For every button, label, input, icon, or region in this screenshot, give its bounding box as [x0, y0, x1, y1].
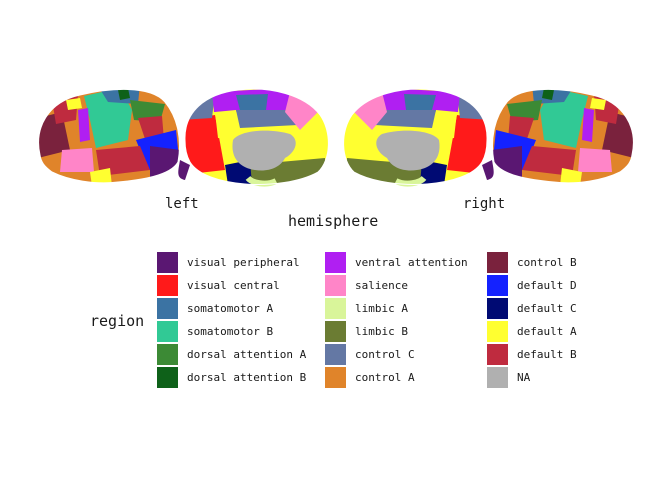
legend-item: default C [487, 297, 577, 320]
legend-swatch [157, 321, 178, 342]
hemisphere-label-right: right [463, 196, 506, 212]
legend-item: dorsal attention A [157, 343, 306, 366]
legend-item: salience [325, 274, 468, 297]
legend-item: NA [487, 366, 577, 389]
legend-item: visual peripheral [157, 251, 306, 274]
legend-label: visual central [187, 279, 280, 292]
legend-label: control A [355, 371, 415, 384]
legend-swatch [325, 275, 346, 296]
legend-label: control B [517, 256, 577, 269]
legend-item: dorsal attention B [157, 366, 306, 389]
legend-swatch [487, 344, 508, 365]
legend-label: default C [517, 302, 577, 315]
legend-swatch [157, 367, 178, 388]
legend-swatch [487, 367, 508, 388]
axis-title: hemisphere [288, 212, 379, 230]
brain-left-medial [178, 88, 329, 187]
legend-swatch [325, 344, 346, 365]
legend-item: default A [487, 320, 577, 343]
legend-swatch [325, 321, 346, 342]
legend-swatch [157, 252, 178, 273]
legend-column: ventral attention salience limbic A limbic … [325, 251, 468, 389]
legend-label: dorsal attention A [187, 348, 307, 361]
legend-item: somatomotor A [157, 297, 306, 320]
legend-label: default D [517, 279, 577, 292]
legend-swatch [157, 298, 178, 319]
legend-label: ventral attention [355, 256, 468, 269]
legend-label: default A [517, 325, 577, 338]
legend-item: limbic B [325, 320, 468, 343]
legend-swatch [487, 321, 508, 342]
legend-item: control C [325, 343, 468, 366]
legend-label: salience [355, 279, 408, 292]
legend-item: default D [487, 274, 577, 297]
legend-label: somatomotor A [187, 302, 274, 315]
hemisphere-label-left: left [165, 196, 199, 212]
legend-item: default B [487, 343, 577, 366]
legend-item: visual central [157, 274, 306, 297]
legend-label: visual peripheral [187, 256, 300, 269]
legend-title: region [90, 312, 145, 330]
legend-swatch [157, 275, 178, 296]
legend-item: limbic A [325, 297, 468, 320]
legend-swatch [487, 298, 508, 319]
legend-swatch [325, 252, 346, 273]
legend-label: dorsal attention B [187, 371, 307, 384]
legend-swatch [157, 344, 178, 365]
brain-left-lateral [38, 89, 180, 184]
legend-item: ventral attention [325, 251, 468, 274]
legend-swatch [487, 252, 508, 273]
legend-swatch [325, 367, 346, 388]
brain-right-medial [343, 88, 494, 187]
legend-item: control B [487, 251, 577, 274]
legend-label: somatomotor B [187, 325, 274, 338]
legend-item: control A [325, 366, 468, 389]
legend-label: limbic A [355, 302, 408, 315]
legend-label: default B [517, 348, 577, 361]
legend-swatch [325, 298, 346, 319]
legend-label: limbic B [355, 325, 408, 338]
legend-column: control B default D default C default A defa… [487, 251, 577, 389]
brain-right-lateral [492, 89, 634, 184]
legend-column: visual peripheral visual central somatomot… [157, 251, 306, 389]
legend-label: control C [355, 348, 415, 361]
legend-label: NA [517, 371, 531, 384]
legend-item: somatomotor B [157, 320, 306, 343]
legend-swatch [487, 275, 508, 296]
